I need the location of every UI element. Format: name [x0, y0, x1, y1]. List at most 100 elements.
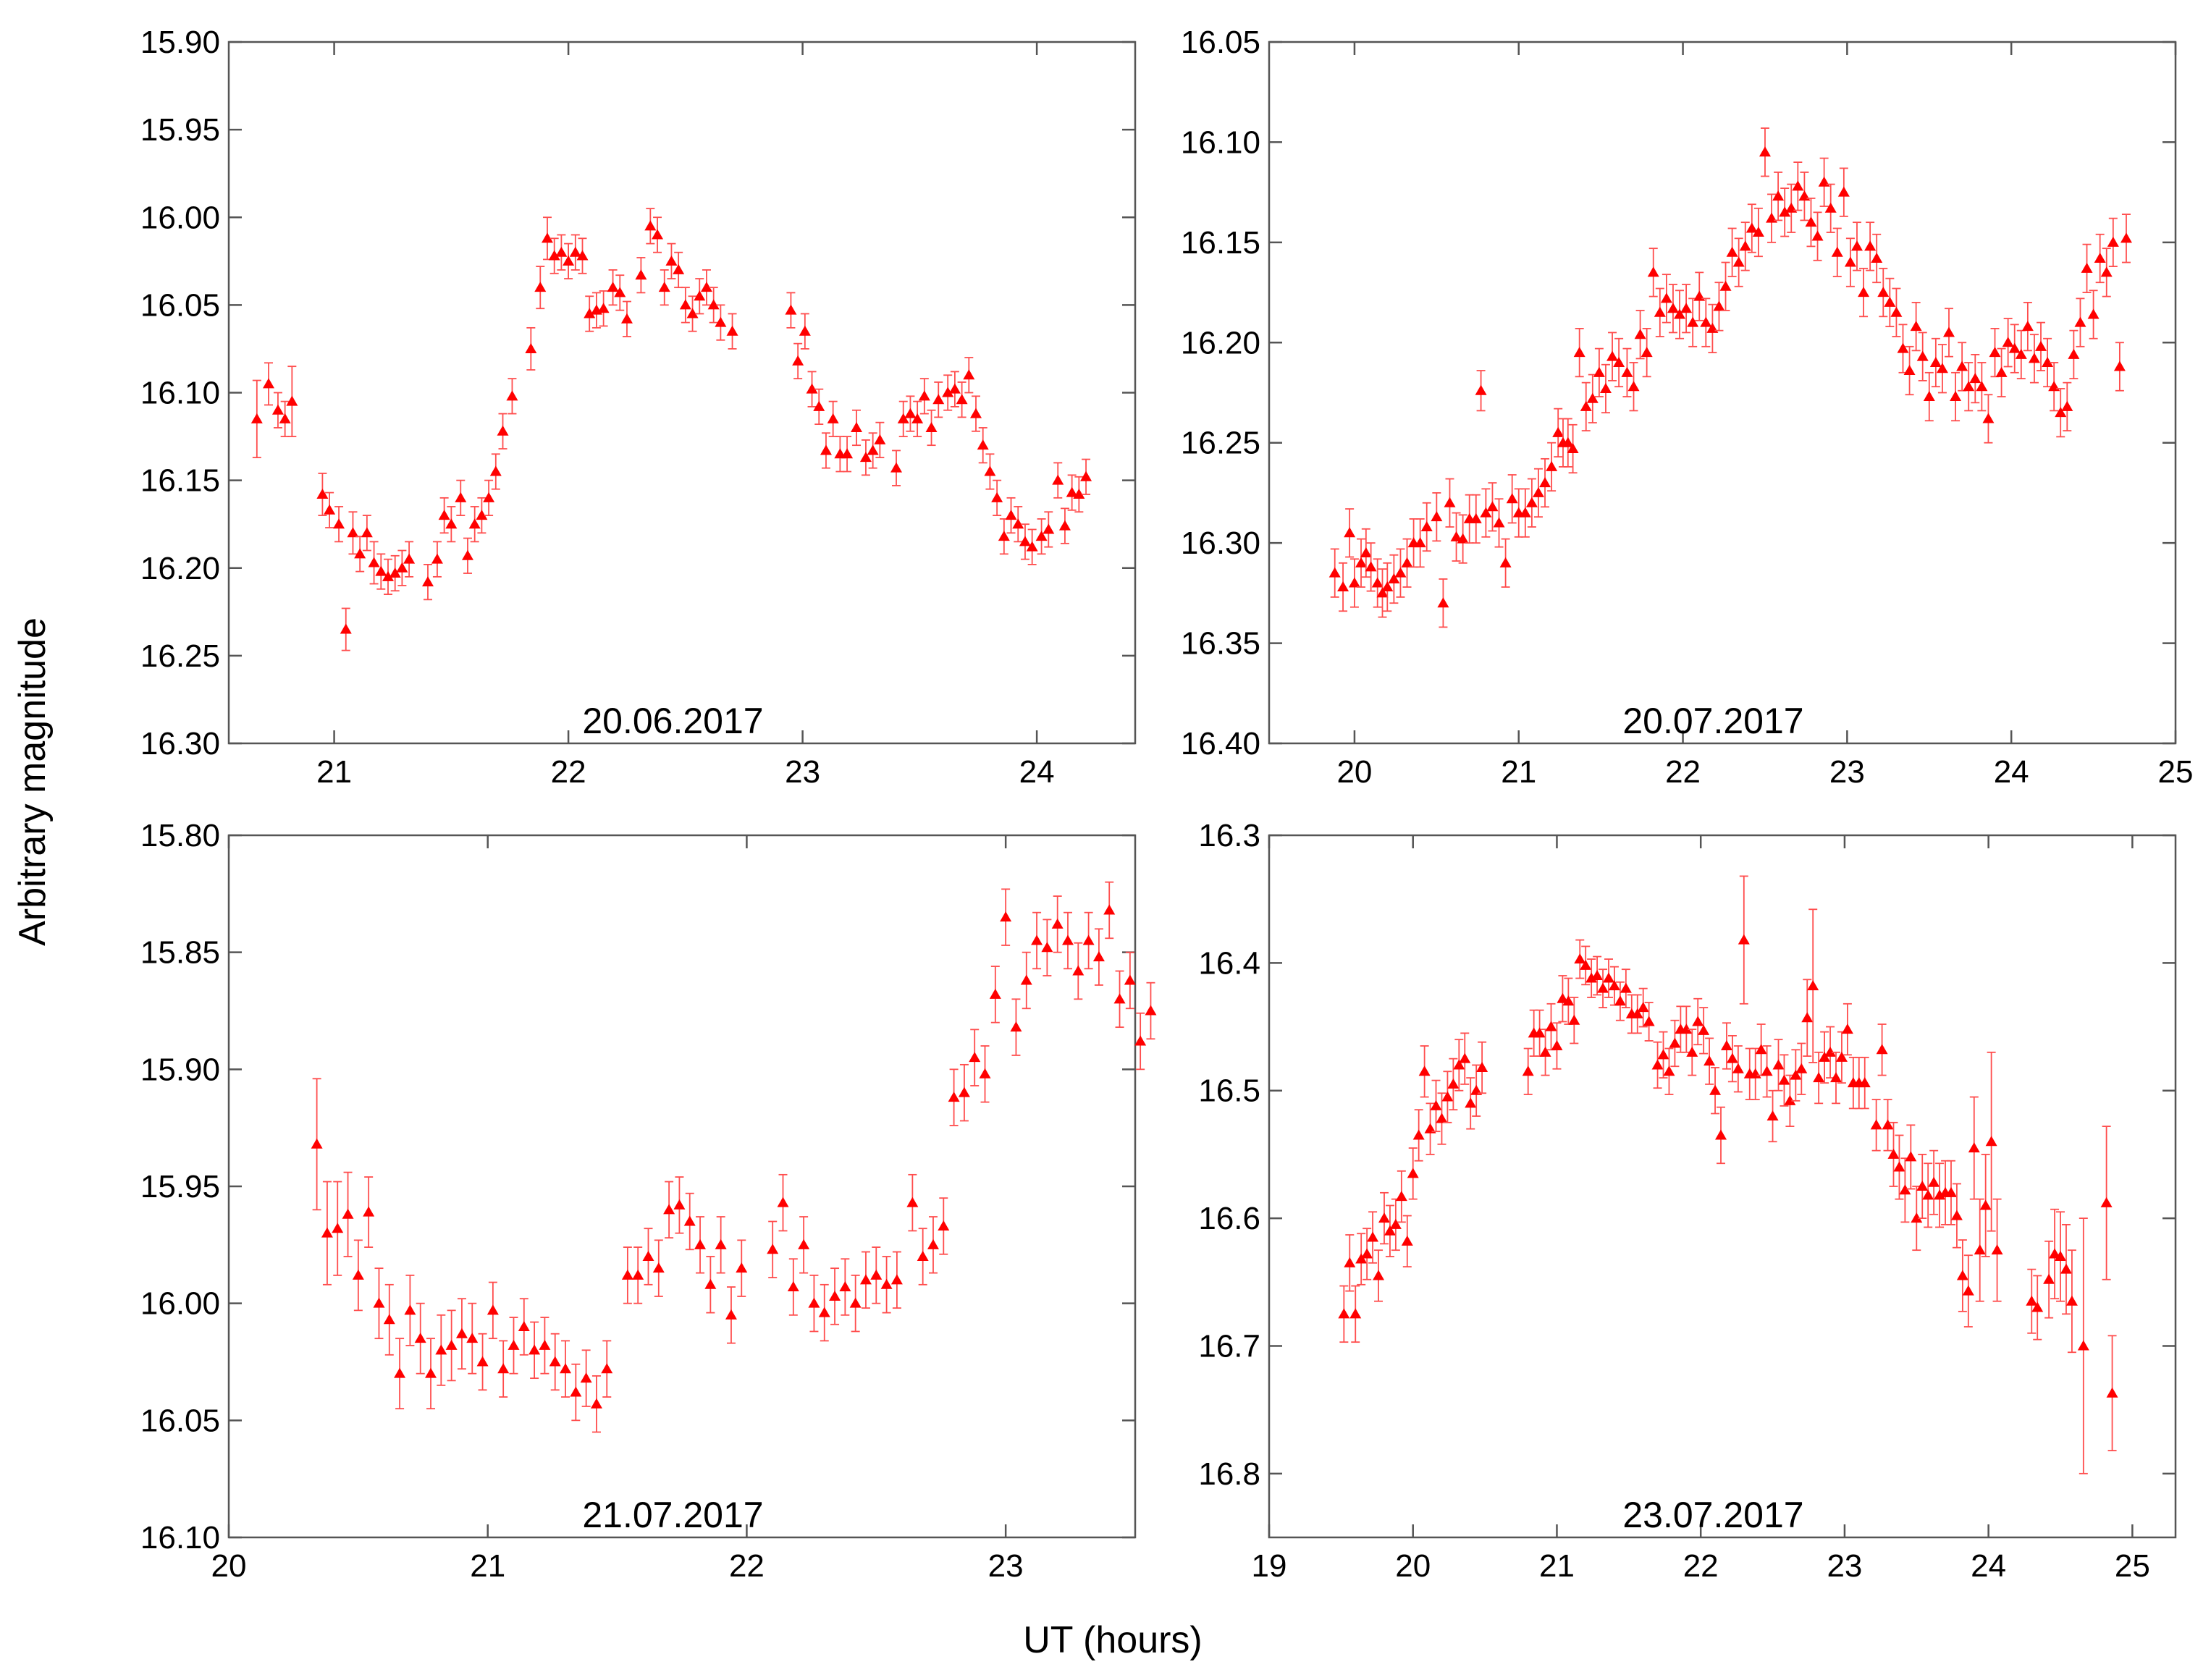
y-tick-label: 16.00: [140, 200, 220, 235]
triangle-marker: [1613, 356, 1625, 367]
triangle-marker: [2100, 1196, 2113, 1207]
triangle-marker: [906, 1196, 919, 1207]
data-point: [1562, 977, 1575, 1025]
data-point: [1795, 1042, 1808, 1095]
triangle-marker: [1401, 1235, 1413, 1246]
data-point: [250, 379, 263, 459]
data-point: [1103, 881, 1116, 940]
y-tick-label: 15.85: [140, 935, 220, 971]
data-point: [1072, 942, 1085, 1000]
triangle-marker: [342, 1208, 354, 1219]
data-point: [1431, 492, 1443, 542]
data-point: [2106, 1335, 2118, 1451]
triangle-marker: [487, 1304, 499, 1315]
data-point: [1686, 1029, 1698, 1076]
triangle-marker: [1818, 176, 1830, 187]
y-tick-label: 16.30: [140, 726, 220, 761]
data-point: [859, 439, 872, 476]
triangle-marker: [548, 250, 560, 261]
data-point: [1687, 297, 1699, 347]
data-point: [590, 1375, 602, 1433]
triangle-marker: [663, 1204, 675, 1215]
data-point: [1805, 198, 1817, 248]
data-point: [1401, 538, 1413, 588]
triangle-marker: [2094, 253, 2106, 263]
data-point: [421, 564, 434, 601]
triangle-marker: [1910, 321, 1922, 332]
triangle-marker: [620, 313, 633, 324]
triangle-marker: [979, 1068, 991, 1079]
triangle-marker: [658, 282, 670, 292]
triangle-marker: [867, 444, 879, 455]
triangle-marker: [1614, 995, 1626, 1006]
triangle-marker: [1899, 1184, 1911, 1195]
triangle-marker: [1963, 381, 1975, 392]
data-point: [1567, 423, 1579, 474]
data-point: [1732, 237, 1745, 287]
triangle-marker: [1637, 1002, 1649, 1013]
data-point: [1058, 507, 1071, 544]
triangle-marker: [1019, 536, 1031, 546]
triangle-marker: [1835, 1051, 1848, 1062]
data-point: [1693, 271, 1706, 321]
triangle-marker: [1979, 1199, 1992, 1210]
data-point: [1759, 127, 1771, 177]
data-point: [1470, 1064, 1483, 1117]
data-point: [1465, 1077, 1477, 1130]
plot-frame: [1268, 41, 2177, 745]
triangle-marker: [1829, 1072, 1842, 1083]
y-tick-label: 16.20: [140, 551, 220, 586]
triangle-marker: [635, 269, 647, 280]
data-point: [1344, 1234, 1356, 1292]
data-point: [635, 257, 647, 294]
data-point: [841, 436, 854, 473]
triangle-marker: [1950, 391, 1962, 402]
data-point: [1401, 1215, 1413, 1268]
triangle-marker: [1599, 382, 1612, 393]
data-point: [1124, 951, 1136, 1010]
data-point: [1663, 1047, 1675, 1095]
data-point: [1627, 362, 1640, 412]
data-point: [1698, 1007, 1710, 1055]
x-tick-label: 23: [988, 1548, 1024, 1584]
data-point: [1522, 1047, 1534, 1095]
triangle-marker: [1373, 1270, 1385, 1280]
triangle-marker: [1752, 227, 1764, 237]
triangle-marker: [354, 548, 366, 559]
data-point: [1715, 1106, 1727, 1165]
triangle-marker: [1072, 965, 1085, 976]
triangle-marker: [1620, 982, 1632, 993]
triangle-marker: [938, 1220, 950, 1231]
triangle-marker: [1871, 253, 1883, 263]
triangle-marker: [1051, 918, 1064, 929]
triangle-marker: [580, 1372, 592, 1383]
data-point: [375, 553, 387, 590]
triangle-marker: [806, 383, 818, 394]
data-point: [1384, 1204, 1396, 1257]
triangle-marker: [570, 1386, 582, 1397]
triangle-marker: [715, 316, 727, 327]
triangle-marker: [1841, 1023, 1853, 1034]
triangle-marker: [1430, 1099, 1442, 1110]
triangle-marker: [859, 1274, 872, 1285]
triangle-marker: [1631, 1008, 1643, 1018]
triangle-marker: [1976, 381, 1988, 392]
triangle-marker: [1936, 363, 1948, 373]
data-point: [2100, 248, 2113, 297]
triangle-marker: [1348, 577, 1360, 588]
triangle-marker: [1532, 486, 1544, 497]
triangle-marker: [1621, 366, 1633, 377]
triangle-marker: [1000, 911, 1012, 922]
triangle-marker: [1824, 1046, 1837, 1057]
triangle-marker: [1798, 190, 1811, 201]
data-point: [1779, 187, 1791, 237]
triangle-marker: [1715, 1129, 1727, 1140]
triangle-marker: [2113, 360, 2126, 371]
data-point: [1486, 482, 1499, 532]
triangle-marker: [1989, 347, 2001, 358]
plot-frame: [227, 41, 1137, 745]
triangle-marker: [1923, 391, 1935, 402]
triangle-marker: [1522, 1065, 1534, 1076]
triangle-marker: [508, 1339, 520, 1350]
triangle-marker: [414, 1333, 426, 1343]
